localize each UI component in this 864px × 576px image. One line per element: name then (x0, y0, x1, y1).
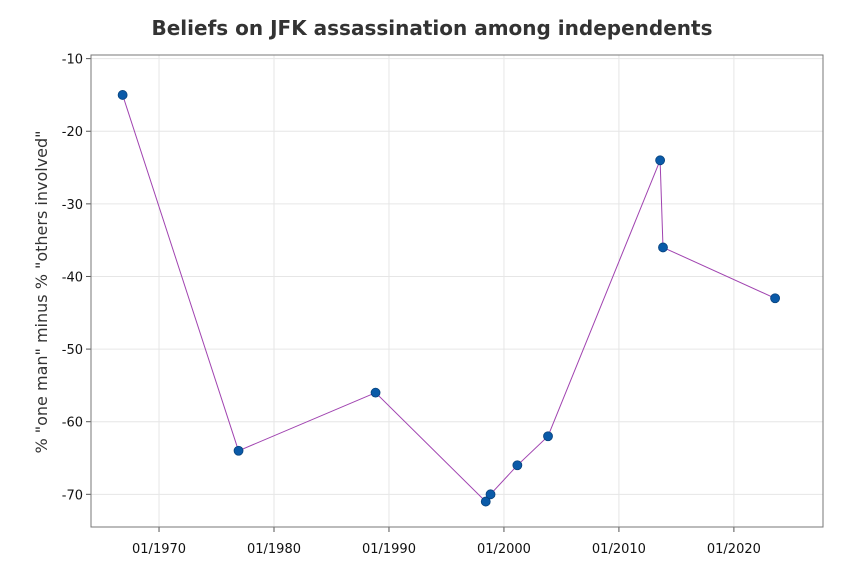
data-point (655, 155, 666, 166)
data-point (480, 496, 491, 507)
data-point (370, 387, 381, 398)
x-tick-label: 01/2000 (477, 542, 531, 557)
plot-border (90, 54, 824, 528)
data-point (233, 445, 244, 456)
y-axis-label: % "one man" minus % "others involved" (32, 130, 51, 453)
data-point (512, 460, 523, 471)
data-point (658, 242, 668, 253)
plot-area: -10 -20 -30 -40 -50 -60 -70 01/1970 01/1980 01/19… (62, 53, 824, 557)
y-tick-label: -20 (62, 125, 83, 140)
data-point (117, 90, 128, 100)
y-tick-label: -60 (62, 416, 83, 431)
x-tick-label: 01/2020 (707, 542, 761, 557)
y-tick-label: -40 (62, 270, 83, 285)
data-point (770, 293, 780, 304)
x-tick-label: 01/2010 (592, 542, 646, 557)
data-point (543, 431, 553, 442)
data-point (485, 489, 496, 500)
y-tick-label: -10 (62, 53, 83, 68)
x-tick-label: 01/1970 (132, 542, 186, 557)
series-line (122, 94, 776, 503)
plot-frame (90, 54, 824, 528)
y-tick-label: -70 (62, 488, 83, 503)
x-tick-label: 01/1980 (247, 542, 301, 557)
chart-title: Beliefs on JFK assassination among indep… (152, 16, 713, 40)
y-tick-label: -30 (62, 198, 83, 213)
x-tick-label: 01/1990 (362, 542, 416, 557)
y-tick-label: -50 (62, 343, 83, 358)
